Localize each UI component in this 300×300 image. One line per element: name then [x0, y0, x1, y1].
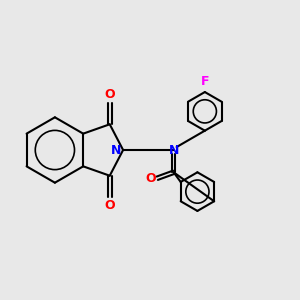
Text: F: F — [201, 76, 209, 88]
Text: O: O — [104, 199, 115, 212]
Text: N: N — [168, 143, 179, 157]
Text: N: N — [111, 143, 122, 157]
Text: O: O — [104, 88, 115, 101]
Text: O: O — [145, 172, 156, 185]
